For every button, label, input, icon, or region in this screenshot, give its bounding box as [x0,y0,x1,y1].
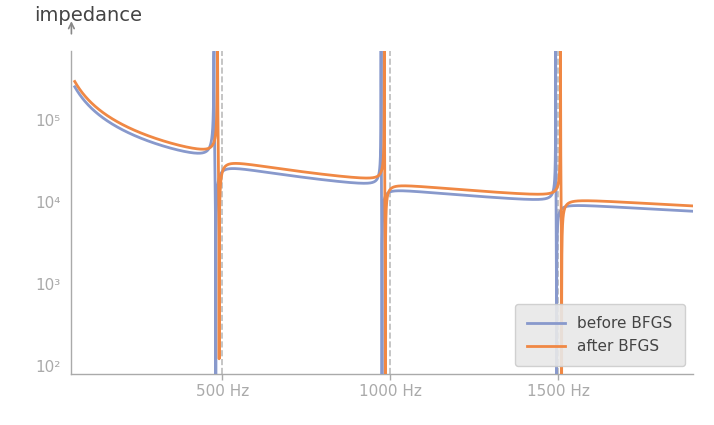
after BFGS [381,371,390,377]
Text: impedance: impedance [34,6,142,25]
after BFGS [443,186,451,191]
before BFGS [71,84,79,89]
after BFGS [219,167,228,172]
after BFGS [307,170,316,176]
before BFGS [307,176,316,181]
before BFGS [443,191,451,196]
before BFGS [688,209,697,214]
before BFGS [211,371,220,377]
after BFGS [406,184,414,189]
Line: after BFGS: after BFGS [75,51,693,374]
Line: before BFGS: before BFGS [75,51,693,374]
before BFGS [529,197,538,202]
before BFGS [210,48,218,54]
after BFGS [529,192,538,197]
Legend: before BFGS, after BFGS: before BFGS, after BFGS [515,304,685,366]
after BFGS [688,203,697,208]
after BFGS [213,48,222,54]
before BFGS [113,124,121,129]
after BFGS [113,119,121,124]
after BFGS [71,79,79,84]
before BFGS [219,168,228,173]
before BFGS [406,189,414,194]
